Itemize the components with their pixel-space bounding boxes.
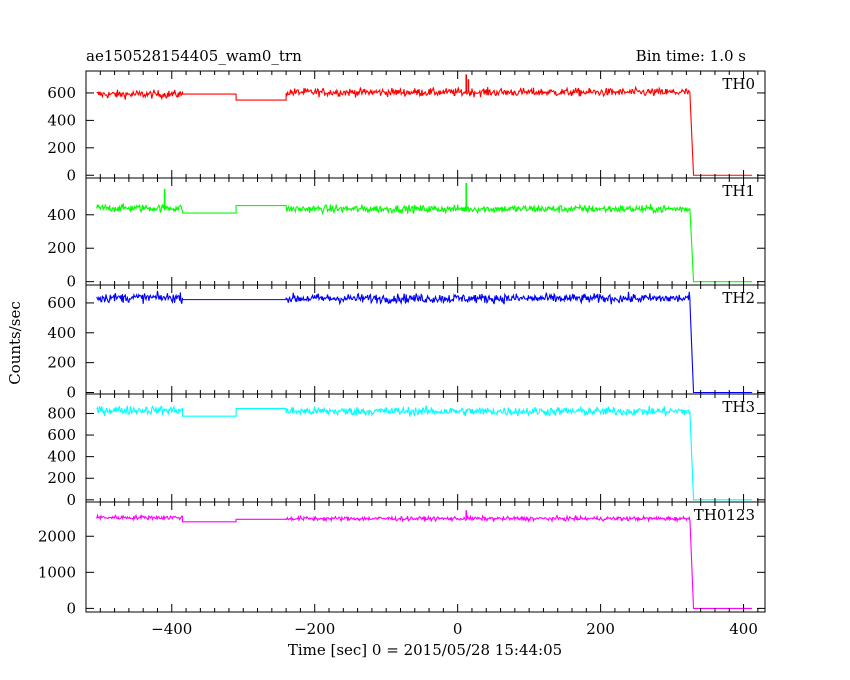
panel-th0123: 0 1000 2000 TH0123	[38, 501, 766, 617]
y-tick-label: 0	[66, 599, 76, 617]
x-tick-label: 0	[453, 620, 463, 638]
bin-time-label: Bin time: 1.0 s	[636, 47, 746, 65]
y-tick-label: 200	[47, 139, 76, 157]
series-line-th0123	[96, 513, 753, 609]
panel-th3: 0 200 400 600 800 TH3	[47, 393, 766, 509]
y-tick-label: 0	[66, 273, 76, 291]
y-tick-label: 400	[47, 448, 76, 466]
y-tick-label: 600	[47, 294, 76, 312]
panel-frame	[85, 501, 766, 613]
x-tick-label: 200	[586, 620, 615, 638]
y-tick-label: 400	[47, 324, 76, 342]
y-tick-label: 800	[47, 404, 76, 422]
y-tick-label: 600	[47, 84, 76, 102]
panel-th2: 0 200 400 600 TH2	[47, 284, 766, 402]
panel-label-th3: TH3	[722, 398, 755, 416]
x-tick-label: −400	[151, 620, 192, 638]
panel-frame	[85, 70, 766, 179]
x-axis-title: Time [sec] 0 = 2015/05/28 15:44:05	[288, 641, 562, 659]
panel-label-th0123: TH0123	[694, 506, 755, 524]
panel-frame	[85, 177, 766, 286]
panel-th0: 0 200 400 600 TH0	[47, 70, 766, 184]
panel-label-th2: TH2	[722, 289, 755, 307]
x-tick-label: 400	[729, 620, 758, 638]
y-tick-label: 400	[47, 111, 76, 129]
series-line-th2	[96, 290, 753, 394]
y-axis-title: Counts/sec	[6, 301, 24, 385]
y-tick-label: 0	[66, 491, 76, 509]
y-tick-label: 200	[47, 354, 76, 372]
y-tick-label: 200	[47, 469, 76, 487]
header-title: ae150528154405_wam0_trn	[86, 47, 302, 65]
y-tick-label: 0	[66, 166, 76, 184]
panel-label-th1: TH1	[722, 182, 755, 200]
y-tick-label: 200	[47, 239, 76, 257]
series-line-th0	[96, 85, 753, 176]
panel-th1: 0 200 400 TH1	[47, 177, 766, 291]
series-line-th3	[96, 404, 753, 501]
panels: 0 200 400 600 TH0 0 200 400 TH1 0 200 400 600 TH2 0 200…	[38, 70, 766, 638]
panel-label-th0: TH0	[722, 75, 755, 93]
x-tick-label: −200	[294, 620, 335, 638]
y-tick-label: 2000	[38, 527, 76, 545]
y-tick-label: 400	[47, 206, 76, 224]
series-line-th1	[96, 203, 753, 283]
y-tick-label: 0	[66, 384, 76, 402]
y-tick-label: 600	[47, 426, 76, 444]
y-tick-label: 1000	[38, 563, 76, 581]
